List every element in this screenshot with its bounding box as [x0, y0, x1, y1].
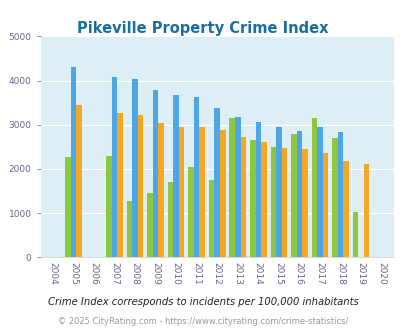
- Bar: [281, 148, 286, 257]
- Bar: [249, 140, 255, 257]
- Bar: [209, 180, 214, 257]
- Bar: [301, 149, 307, 257]
- Bar: [290, 134, 296, 257]
- Bar: [234, 117, 240, 257]
- Bar: [363, 164, 369, 257]
- Bar: [106, 156, 111, 257]
- Bar: [337, 132, 342, 257]
- Bar: [331, 138, 337, 257]
- Bar: [342, 161, 348, 257]
- Text: Crime Index corresponds to incidents per 100,000 inhabitants: Crime Index corresponds to incidents per…: [47, 297, 358, 307]
- Bar: [194, 97, 199, 257]
- Bar: [352, 212, 357, 257]
- Bar: [199, 127, 205, 257]
- Bar: [316, 127, 322, 257]
- Bar: [240, 137, 245, 257]
- Bar: [229, 118, 234, 257]
- Bar: [270, 147, 275, 257]
- Bar: [260, 143, 266, 257]
- Bar: [132, 79, 138, 257]
- Bar: [296, 131, 301, 257]
- Bar: [152, 90, 158, 257]
- Bar: [65, 156, 70, 257]
- Bar: [117, 113, 123, 257]
- Bar: [255, 122, 260, 257]
- Text: © 2025 CityRating.com - https://www.cityrating.com/crime-statistics/: © 2025 CityRating.com - https://www.city…: [58, 317, 347, 326]
- Bar: [138, 115, 143, 257]
- Bar: [311, 118, 316, 257]
- Bar: [179, 127, 184, 257]
- Bar: [173, 95, 179, 257]
- Bar: [188, 167, 194, 257]
- Bar: [275, 127, 281, 257]
- Bar: [220, 130, 225, 257]
- Bar: [158, 123, 164, 257]
- Text: Pikeville Property Crime Index: Pikeville Property Crime Index: [77, 21, 328, 36]
- Bar: [111, 77, 117, 257]
- Bar: [76, 105, 81, 257]
- Bar: [126, 201, 132, 257]
- Bar: [322, 153, 327, 257]
- Bar: [167, 182, 173, 257]
- Bar: [147, 193, 152, 257]
- Bar: [70, 67, 76, 257]
- Bar: [214, 108, 220, 257]
